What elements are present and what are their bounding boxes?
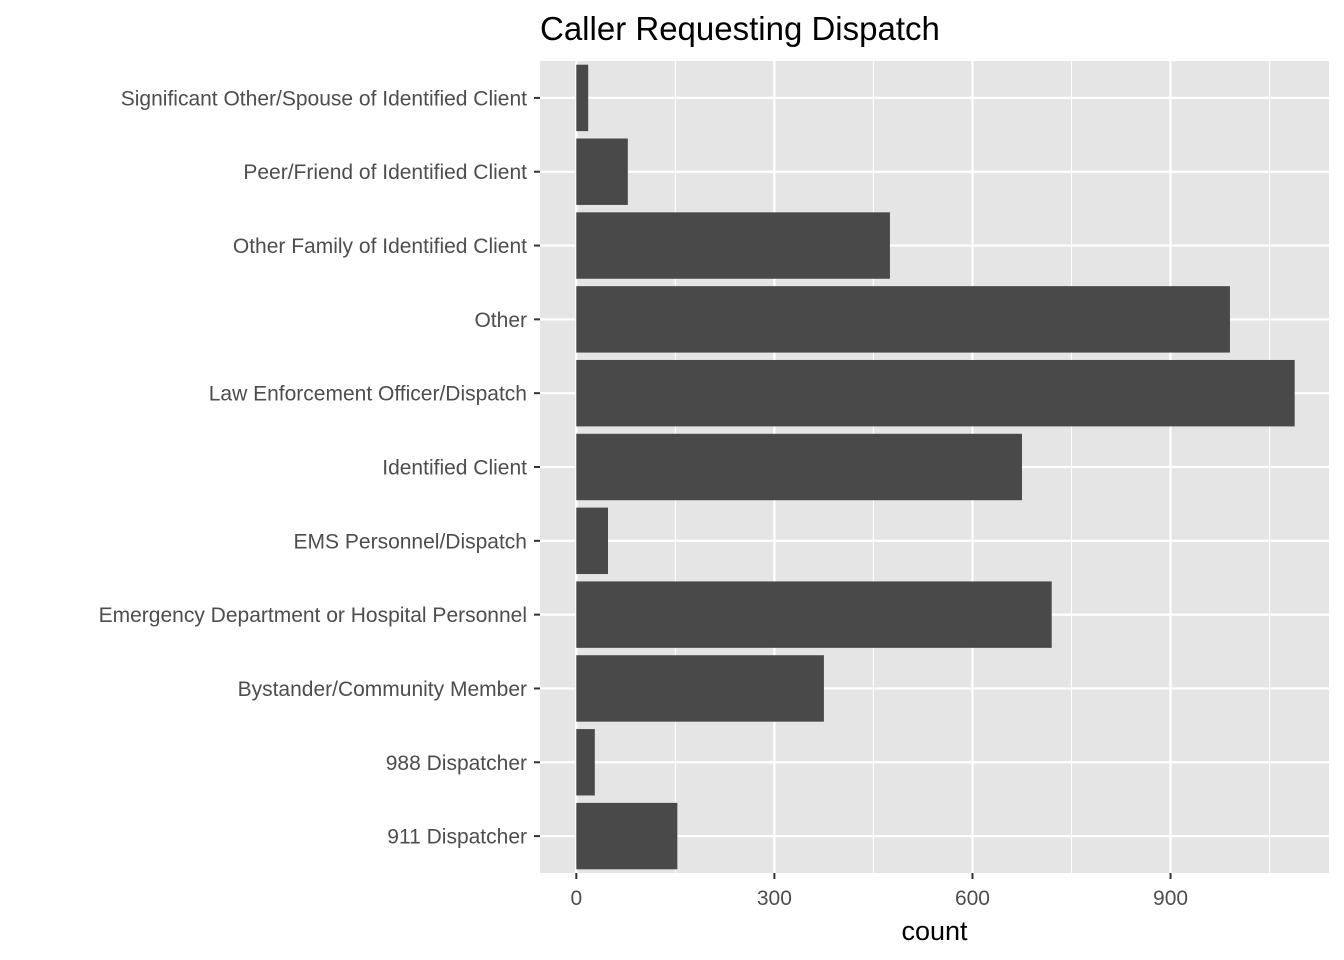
y-tick-label: EMS Personnel/Dispatch [294,530,527,553]
y-tick-label: Peer/Friend of Identified Client [243,161,527,184]
y-tick-label: 911 Dispatcher [387,826,527,849]
x-axis-title: count [901,916,968,946]
y-tick-label: Law Enforcement Officer/Dispatch [209,383,527,406]
x-tick-label: 900 [1153,887,1188,910]
chart-title: Caller Requesting Dispatch [540,10,940,47]
bar [576,729,595,796]
y-tick-label: Identified Client [382,457,527,480]
y-tick-label: Emergency Department or Hospital Personn… [99,604,527,627]
x-axis: 0 300 600 900 [570,873,1188,910]
bar [576,433,1022,501]
y-tick-label: Other Family of Identified Client [233,235,527,258]
y-tick-label: 988 Dispatcher [386,752,527,775]
bar [576,64,589,132]
bar [576,286,1230,353]
bar [576,802,678,870]
y-tick-label: Other [474,309,527,332]
bar [576,655,824,722]
bar [576,507,609,575]
bar [576,138,628,205]
x-tick-label: 600 [955,887,990,910]
bar [576,581,1052,648]
bar [576,359,1295,427]
x-tick-label: 300 [757,887,792,910]
x-tick-label: 0 [570,887,582,910]
bar [576,212,890,279]
y-tick-label: Bystander/Community Member [238,678,527,701]
y-axis: 911 Dispatcher 988 Dispatcher Bystander/Co… [99,87,540,849]
bars [576,64,1295,870]
y-tick-label: Significant Other/Spouse of Identified C… [121,87,527,110]
